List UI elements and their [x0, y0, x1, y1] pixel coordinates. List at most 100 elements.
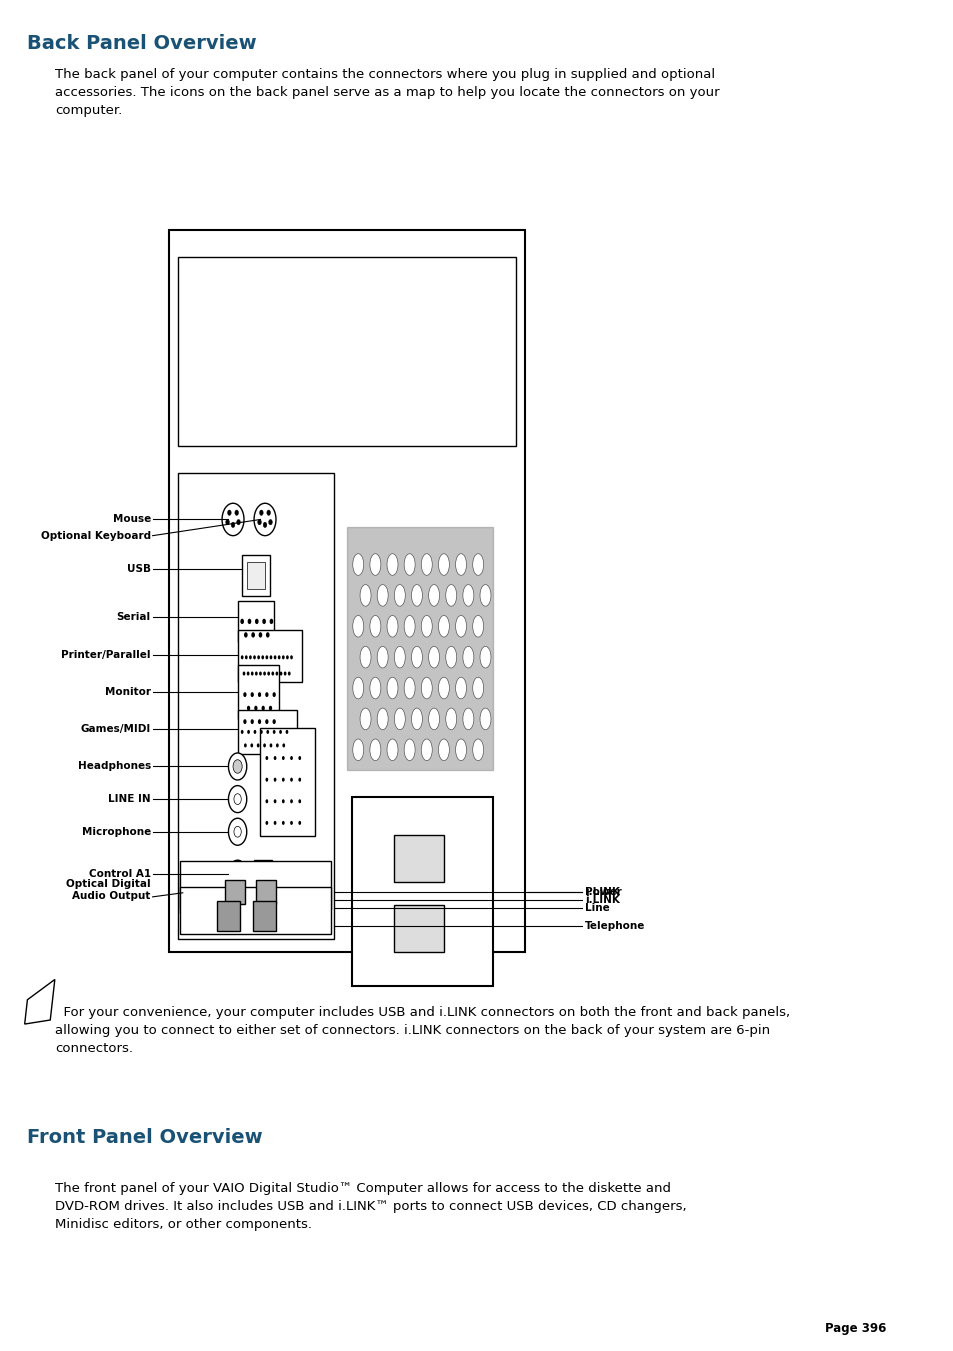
- Text: Monitor: Monitor: [105, 686, 151, 697]
- Ellipse shape: [353, 739, 363, 761]
- Bar: [180, 888, 331, 935]
- Text: Headphones: Headphones: [77, 762, 151, 771]
- Bar: [242, 555, 270, 596]
- Text: The back panel of your computer contains the connectors where you plug in suppli: The back panel of your computer contains…: [54, 68, 719, 116]
- Ellipse shape: [456, 616, 466, 638]
- Bar: [237, 711, 296, 754]
- Bar: [260, 728, 314, 836]
- Ellipse shape: [411, 708, 422, 730]
- Ellipse shape: [438, 554, 449, 576]
- Circle shape: [282, 743, 285, 747]
- Circle shape: [279, 671, 282, 676]
- Circle shape: [253, 705, 257, 711]
- Circle shape: [258, 632, 262, 638]
- Ellipse shape: [438, 739, 449, 761]
- Text: Back Panel Overview: Back Panel Overview: [28, 34, 256, 53]
- Text: Optical Digital
Audio Output: Optical Digital Audio Output: [66, 880, 151, 901]
- Circle shape: [253, 503, 275, 535]
- Text: Page 396: Page 396: [824, 1321, 885, 1335]
- Ellipse shape: [387, 739, 397, 761]
- Ellipse shape: [404, 616, 415, 638]
- Circle shape: [259, 671, 261, 676]
- Circle shape: [243, 692, 246, 697]
- Circle shape: [269, 705, 272, 711]
- Ellipse shape: [421, 616, 432, 638]
- Text: Games/MIDI: Games/MIDI: [80, 724, 151, 734]
- Bar: [237, 601, 274, 642]
- Circle shape: [279, 730, 282, 734]
- Circle shape: [274, 821, 276, 825]
- Ellipse shape: [462, 646, 474, 667]
- Circle shape: [290, 778, 293, 782]
- Circle shape: [275, 743, 278, 747]
- Ellipse shape: [438, 616, 449, 638]
- Text: Optional Keyboard: Optional Keyboard: [41, 531, 151, 540]
- Ellipse shape: [421, 677, 432, 698]
- Ellipse shape: [462, 585, 474, 607]
- Circle shape: [274, 800, 276, 804]
- Text: Front Panel Overview: Front Panel Overview: [28, 1128, 263, 1147]
- Ellipse shape: [445, 708, 456, 730]
- Circle shape: [233, 827, 241, 838]
- Ellipse shape: [353, 554, 363, 576]
- Bar: [242, 609, 270, 643]
- Circle shape: [247, 671, 250, 676]
- Ellipse shape: [411, 585, 422, 607]
- Bar: [178, 473, 334, 939]
- Bar: [253, 901, 275, 931]
- Ellipse shape: [428, 708, 439, 730]
- Ellipse shape: [445, 585, 456, 607]
- Ellipse shape: [353, 616, 363, 638]
- Circle shape: [245, 655, 248, 659]
- Ellipse shape: [387, 616, 397, 638]
- Circle shape: [228, 753, 247, 780]
- Circle shape: [270, 743, 272, 747]
- Bar: [255, 880, 275, 904]
- Bar: [169, 230, 525, 952]
- Circle shape: [251, 719, 253, 724]
- Text: Printer/Parallel: Printer/Parallel: [61, 650, 151, 659]
- Bar: [394, 835, 443, 882]
- Circle shape: [265, 800, 268, 804]
- Circle shape: [265, 655, 268, 659]
- Ellipse shape: [438, 677, 449, 698]
- Circle shape: [265, 821, 268, 825]
- Bar: [225, 880, 245, 904]
- Circle shape: [253, 655, 255, 659]
- Circle shape: [243, 719, 246, 724]
- Circle shape: [257, 519, 261, 524]
- Circle shape: [233, 759, 242, 773]
- Circle shape: [282, 800, 284, 804]
- Ellipse shape: [394, 646, 405, 667]
- Ellipse shape: [472, 739, 483, 761]
- Circle shape: [273, 692, 275, 697]
- Ellipse shape: [404, 554, 415, 576]
- Circle shape: [231, 521, 234, 527]
- Circle shape: [247, 705, 250, 711]
- Circle shape: [249, 655, 252, 659]
- Circle shape: [275, 671, 278, 676]
- Circle shape: [228, 786, 247, 813]
- Circle shape: [273, 719, 275, 724]
- Circle shape: [290, 655, 293, 659]
- Ellipse shape: [370, 616, 380, 638]
- Text: Telephone: Telephone: [584, 921, 644, 931]
- Ellipse shape: [404, 677, 415, 698]
- Ellipse shape: [359, 646, 371, 667]
- Circle shape: [270, 655, 272, 659]
- Circle shape: [261, 655, 264, 659]
- Circle shape: [240, 655, 243, 659]
- Ellipse shape: [387, 677, 397, 698]
- Bar: [394, 905, 443, 952]
- Ellipse shape: [370, 554, 380, 576]
- Ellipse shape: [359, 708, 371, 730]
- Circle shape: [244, 743, 247, 747]
- Text: Power: Power: [584, 886, 621, 897]
- Circle shape: [250, 743, 253, 747]
- Circle shape: [263, 521, 267, 527]
- Ellipse shape: [472, 554, 483, 576]
- Circle shape: [266, 632, 270, 638]
- Text: Microphone: Microphone: [81, 827, 151, 836]
- Text: LINE IN: LINE IN: [108, 794, 151, 804]
- Circle shape: [226, 519, 229, 524]
